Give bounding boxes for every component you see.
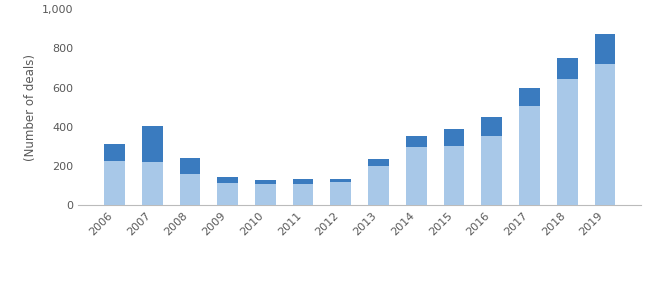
Bar — [179, 158, 200, 174]
Bar — [293, 179, 313, 184]
Bar — [481, 136, 502, 205]
Y-axis label: (Number of deals): (Number of deals) — [24, 54, 37, 161]
Bar — [179, 174, 200, 205]
Bar — [217, 183, 238, 205]
Bar — [557, 58, 577, 79]
Bar — [368, 159, 389, 166]
Bar — [217, 177, 238, 183]
Bar — [330, 182, 351, 205]
Bar — [406, 147, 426, 205]
Bar — [519, 106, 540, 205]
Bar — [594, 34, 615, 64]
Bar — [519, 88, 540, 106]
Bar — [255, 184, 276, 205]
Bar — [481, 117, 502, 136]
Bar — [368, 166, 389, 205]
Bar — [142, 126, 163, 162]
Bar — [104, 143, 125, 161]
Bar — [594, 64, 615, 205]
Bar — [293, 184, 313, 205]
Bar — [557, 79, 577, 205]
Bar — [142, 162, 163, 205]
Bar — [406, 136, 426, 147]
Bar — [443, 146, 464, 205]
Bar — [330, 179, 351, 182]
Bar — [255, 180, 276, 184]
Bar — [104, 161, 125, 205]
Bar — [443, 129, 464, 146]
